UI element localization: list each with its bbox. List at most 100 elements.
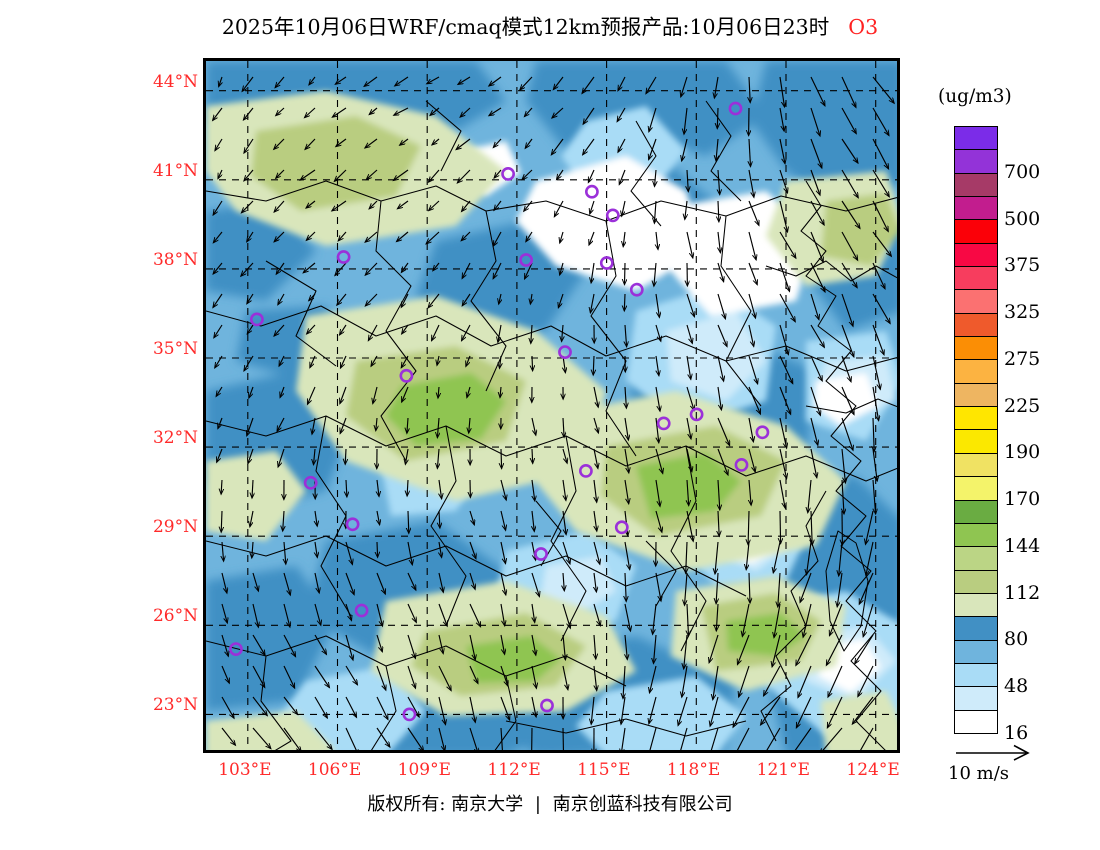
wind-vector <box>526 231 533 242</box>
wind-vector <box>469 572 475 589</box>
wind-vector <box>531 665 536 688</box>
station-marker[interactable] <box>614 520 629 535</box>
wind-vector <box>872 355 880 389</box>
wind-vector <box>738 634 750 664</box>
wind-vector <box>872 386 879 421</box>
station-marker[interactable] <box>656 416 671 431</box>
colorbar-label-500: 500 <box>1004 207 1041 230</box>
wind-vector <box>590 200 595 214</box>
wind-vector <box>489 107 502 116</box>
wind-vector <box>826 634 843 665</box>
station-markers[interactable] <box>228 101 770 722</box>
colorbar-band-20 <box>955 593 997 618</box>
wind-vector <box>244 355 254 371</box>
wind-vector <box>779 355 793 384</box>
wind-vector <box>873 479 876 514</box>
wind-vector <box>749 479 751 505</box>
station-marker[interactable] <box>728 101 743 116</box>
wind-vector <box>560 231 563 243</box>
wind-vector <box>562 448 567 463</box>
wind-vector <box>401 262 409 272</box>
wind-vector <box>213 293 223 307</box>
wind-vector <box>749 138 751 167</box>
wind-vector <box>252 634 265 655</box>
wind-vector <box>686 448 692 472</box>
wind-vector <box>501 448 502 469</box>
station-marker[interactable] <box>578 463 593 478</box>
wind-vector <box>686 324 692 343</box>
wind-vector <box>408 510 409 533</box>
station-marker[interactable] <box>534 547 548 561</box>
wind-vector <box>563 479 566 500</box>
wind-vector <box>625 324 627 347</box>
wind-vector <box>457 169 471 183</box>
station-marker[interactable] <box>501 167 515 181</box>
wind-vector <box>314 634 326 654</box>
colorbar-band-5 <box>955 243 997 268</box>
station-marker[interactable] <box>584 184 599 199</box>
wind-vector <box>766 727 781 750</box>
wind-vector <box>407 696 419 717</box>
station-marker[interactable] <box>629 282 644 297</box>
wind-vector <box>500 634 505 654</box>
wind-vector <box>461 231 471 241</box>
wind-vector <box>686 541 687 573</box>
wind-vector <box>654 262 656 286</box>
wind-vector <box>779 417 787 448</box>
wind-vector <box>593 417 598 433</box>
wind-vector <box>841 324 854 357</box>
wind-vector <box>493 231 502 246</box>
wind-vector <box>242 200 254 213</box>
station-marker[interactable] <box>354 603 369 618</box>
wind-vector <box>872 200 888 231</box>
station-marker[interactable] <box>540 698 554 713</box>
wind-vector <box>398 200 409 209</box>
station-marker[interactable] <box>689 407 704 422</box>
wind-vector <box>684 107 688 134</box>
wind-vector <box>653 603 657 634</box>
wind-vector <box>300 169 316 180</box>
station-marker[interactable] <box>605 208 620 223</box>
wind-vector <box>623 665 625 699</box>
station-marker[interactable] <box>755 425 770 440</box>
wind-vector <box>466 355 471 366</box>
colorbar-band-15 <box>955 477 997 501</box>
station-marker[interactable] <box>250 312 264 327</box>
station-marker[interactable] <box>228 642 243 656</box>
station-marker[interactable] <box>402 707 417 722</box>
station-marker[interactable] <box>599 256 614 270</box>
wind-vector <box>221 510 222 532</box>
wind-vector <box>594 479 597 502</box>
wind-vector <box>336 138 347 147</box>
station-marker[interactable] <box>336 250 351 264</box>
wind-vector <box>583 107 595 124</box>
wind-vector <box>810 107 820 136</box>
wind-vector <box>872 324 884 355</box>
wind-vector <box>717 293 725 319</box>
wind-vector <box>654 634 657 663</box>
station-marker[interactable] <box>303 475 318 490</box>
wind-vector <box>554 200 564 217</box>
wind-vector <box>216 386 223 396</box>
station-marker[interactable] <box>558 345 572 359</box>
wind-vector <box>532 603 535 622</box>
wind-vector <box>493 262 502 279</box>
station-marker[interactable] <box>399 368 414 383</box>
wind-vector <box>315 510 317 526</box>
wind-vector <box>841 417 853 450</box>
station-marker[interactable] <box>345 517 360 532</box>
map-plot-area[interactable] <box>203 58 900 753</box>
wind-vector <box>717 107 718 129</box>
wind-vector <box>500 696 510 720</box>
colorbar-band-11 <box>955 383 997 408</box>
station-marker[interactable] <box>519 253 533 267</box>
colorbar-label-48: 48 <box>1004 675 1029 698</box>
wind-vector <box>532 355 533 371</box>
wind-vector <box>532 448 533 463</box>
wind-vector <box>650 665 657 693</box>
lon-tick-115: 115°E <box>577 760 631 780</box>
wind-vector <box>315 541 317 557</box>
station-marker[interactable] <box>734 457 749 472</box>
colorbar-units-label: (ug/m3) <box>938 86 1012 107</box>
wind-vector <box>520 76 533 90</box>
